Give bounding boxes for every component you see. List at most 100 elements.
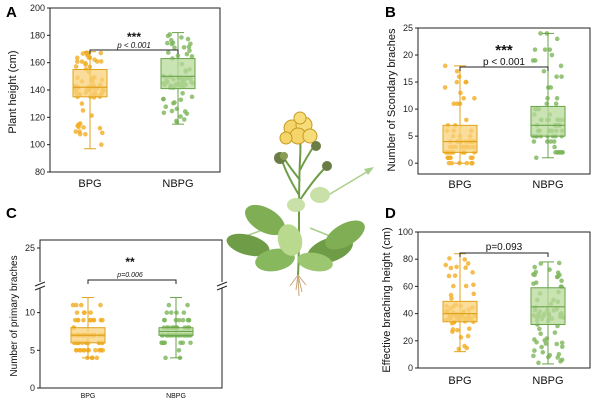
panel-b-x-label-bpg: BPG [448, 179, 471, 191]
data-point [554, 74, 559, 79]
data-point [547, 47, 553, 52]
y-tick-label: 200 [30, 3, 45, 13]
y-tick-label: 100 [398, 227, 413, 237]
data-point [99, 142, 104, 147]
data-point [547, 352, 553, 358]
panel-c-axis-break-right [216, 281, 228, 291]
box-bpg [72, 69, 108, 98]
data-point [178, 97, 184, 103]
panel-b-secondary-branches: B Number of Scondary braches 0510152025 … [385, 4, 591, 191]
data-point [74, 348, 79, 353]
data-point [172, 45, 177, 51]
panel-a-boxes [72, 32, 196, 150]
data-point [100, 348, 106, 353]
data-point [185, 36, 191, 42]
panel-d-pvalue: p=0.093 [486, 242, 523, 253]
panel-a-x-label-bpg: BPG [78, 178, 101, 190]
data-point [83, 131, 88, 137]
data-point [181, 45, 187, 50]
panel-c-pvalue: p=0.006 [116, 272, 143, 279]
data-point [100, 317, 105, 323]
data-point [537, 326, 542, 332]
panel-d-label: D [385, 205, 396, 222]
data-point [97, 125, 103, 131]
data-point [539, 344, 544, 350]
data-point [174, 310, 179, 315]
y-tick-label: 180 [30, 30, 45, 40]
data-point [552, 144, 557, 150]
data-point [161, 317, 167, 323]
data-point [73, 129, 79, 134]
box-nbpg [530, 287, 566, 325]
y-tick-label: 140 [30, 85, 45, 95]
data-point [464, 117, 469, 123]
data-point [168, 310, 174, 315]
data-point [167, 32, 173, 37]
data-point [79, 59, 85, 64]
data-point [465, 333, 471, 339]
y-tick-label: 0 [408, 158, 413, 168]
data-point [188, 340, 193, 346]
data-point [450, 327, 456, 332]
y-tick-label: 100 [30, 140, 45, 150]
box-bpg [442, 300, 478, 323]
data-point [530, 58, 536, 63]
data-point [532, 348, 537, 353]
y-tick-label: 0 [30, 383, 35, 393]
panel-c-break-gap-left [36, 282, 44, 288]
box-bpg [442, 124, 478, 153]
y-tick-label: 80 [35, 167, 45, 177]
data-point [98, 302, 103, 308]
panel-b-y-ticks: 0 5 10 15 20 25 [403, 23, 418, 168]
data-point [184, 111, 190, 116]
data-point [448, 265, 454, 271]
data-point [463, 79, 469, 85]
data-point [548, 139, 553, 144]
panel-a-stars: *** [127, 30, 141, 44]
data-point [97, 348, 102, 353]
panel-c-stars: ** [125, 255, 135, 269]
data-point [454, 79, 460, 85]
data-point [556, 260, 562, 266]
box-nbpg [530, 105, 566, 137]
data-point [536, 360, 541, 366]
data-point [443, 262, 449, 268]
data-point [169, 41, 175, 47]
data-point [540, 349, 546, 355]
y-tick-label: 25 [25, 243, 35, 253]
y-tick-label: 120 [30, 112, 45, 122]
panel-d-effective-branching-height: D Effective braching height (cm) 0 20 40 60… [381, 205, 591, 387]
y-tick-label: 20 [403, 336, 413, 346]
panel-b-stars: *** [495, 42, 513, 59]
data-point [532, 272, 537, 278]
data-point [176, 317, 182, 323]
data-point [533, 155, 539, 161]
y-tick-label: 0 [408, 363, 413, 373]
plant-leaves [226, 187, 365, 272]
data-point [549, 52, 555, 58]
data-point [80, 108, 86, 113]
data-point [448, 155, 453, 161]
data-point [187, 48, 192, 53]
data-point [471, 282, 476, 288]
data-point [472, 95, 477, 101]
data-point [548, 85, 554, 90]
data-point [163, 355, 168, 361]
data-point [554, 341, 560, 347]
panel-d-y-ticks: 0 20 40 60 80 100 [398, 227, 418, 373]
box-nbpg [160, 58, 196, 90]
panel-d-ylabel: Effective braching height (cm) [381, 227, 393, 372]
y-tick-label: 25 [403, 23, 413, 33]
data-point [532, 47, 538, 52]
data-point [162, 340, 168, 346]
data-point [77, 129, 82, 134]
plant-flowers [274, 111, 332, 171]
data-point [94, 355, 100, 361]
panel-a-sig-bracket [89, 49, 179, 54]
data-point [91, 317, 97, 323]
panel-b-frame [417, 27, 591, 175]
y-tick-label: 80 [403, 254, 413, 264]
data-point [558, 359, 563, 364]
data-point [184, 51, 190, 57]
